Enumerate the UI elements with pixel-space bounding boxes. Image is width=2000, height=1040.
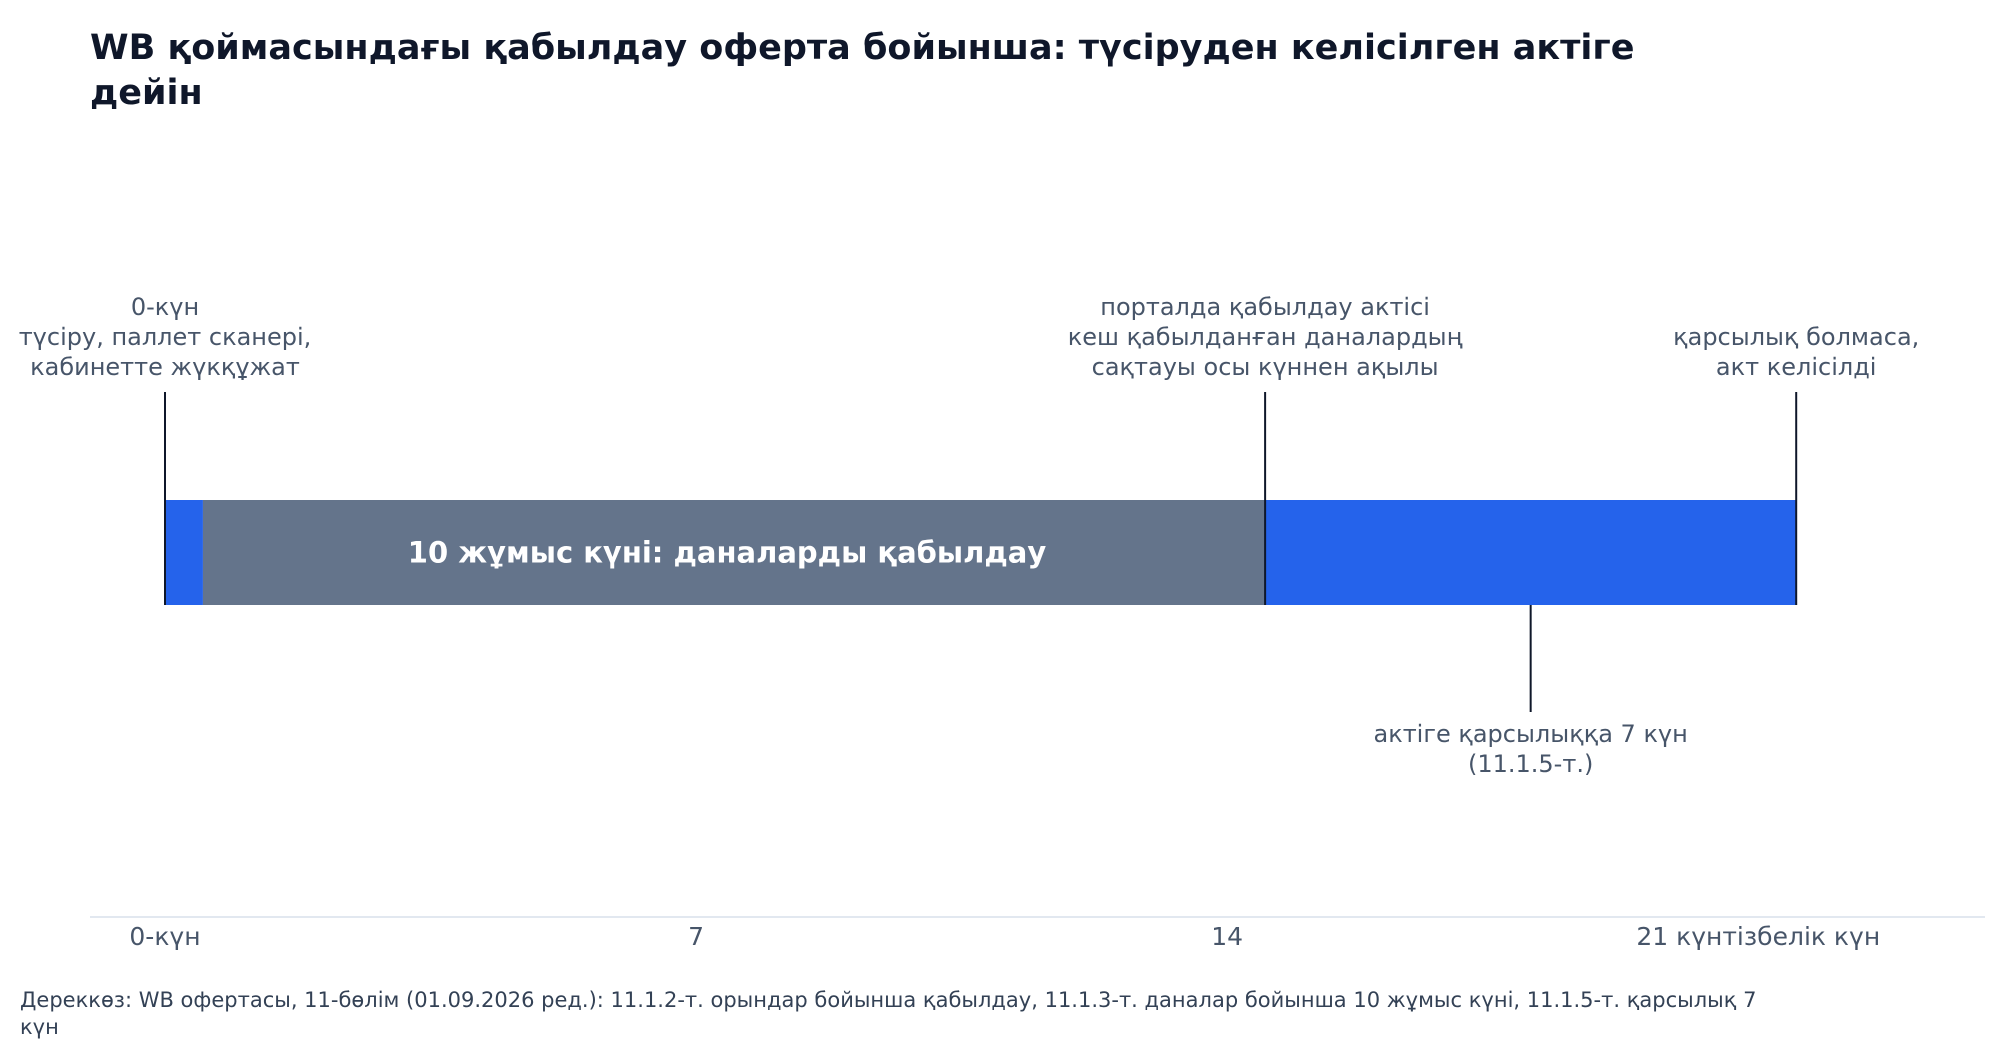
annotation-2-line-0: қарсылық болмаса, xyxy=(1673,323,1919,351)
timeline-segment-1 xyxy=(202,500,1266,605)
annotation-1-line-1: кеш қабылданған даналардың xyxy=(1068,323,1463,351)
annotation-0-line-1: түсіру, паллет сканері, xyxy=(19,323,312,351)
annotation-0: 0-күн түсіру, паллет сканері, кабинетте жү… xyxy=(19,293,312,381)
annotation-3-line-1: (11.1.5-т.) xyxy=(1468,750,1593,778)
annotation-0-line-2: кабинетте жүкқұжат xyxy=(30,353,300,381)
timeline-segment-2 xyxy=(1265,500,1797,605)
annotation-2: қарсылық болмаса, акт келісілді xyxy=(1673,323,1919,381)
timeline-segment-0 xyxy=(165,500,203,605)
timeline-segments: 10 жұмыс күні: даналарды қабылдау xyxy=(165,500,1797,605)
annotation-3: актіге қарсылыққа 7 күн (11.1.5-т.) xyxy=(1373,720,1687,778)
chart-title-line-2: дейін xyxy=(90,73,203,113)
source-note-line-2: күн xyxy=(20,1015,59,1039)
annotation-3-line-0: актіге қарсылыққа 7 күн xyxy=(1373,720,1687,748)
source-note-line-1: Дереккөз: WB офертасы, 11-бөлім (01.09.2… xyxy=(20,988,1756,1012)
annotation-1-line-0: порталда қабылдау актісі xyxy=(1100,293,1430,321)
x-tick-label-2: 14 xyxy=(1211,922,1243,951)
x-tick-label-0: 0-күн xyxy=(129,922,200,951)
x-tick-label-1: 7 xyxy=(688,922,704,951)
x-axis-ticks: 0-күн 7 14 21 күнтізбелік күн xyxy=(129,922,1880,951)
annotation-2-line-1: акт келісілді xyxy=(1716,353,1877,381)
timeline-markers xyxy=(164,392,1798,712)
chart-title-line-1: WB қоймасындағы қабылдау оферта бойынша:… xyxy=(90,28,1634,68)
timeline-segment-label-1: 10 жұмыс күні: даналарды қабылдау xyxy=(408,536,1047,570)
annotation-1-line-2: сақтауы осы күннен ақылы xyxy=(1092,353,1439,381)
timeline-annotations: 0-күн түсіру, паллет сканері, кабинетте жү… xyxy=(19,293,1920,778)
annotation-0-line-0: 0-күн xyxy=(131,293,199,321)
x-tick-label-3: 21 күнтізбелік күн xyxy=(1636,922,1880,951)
annotation-1: порталда қабылдау актісі кеш қабылданған … xyxy=(1068,293,1463,381)
